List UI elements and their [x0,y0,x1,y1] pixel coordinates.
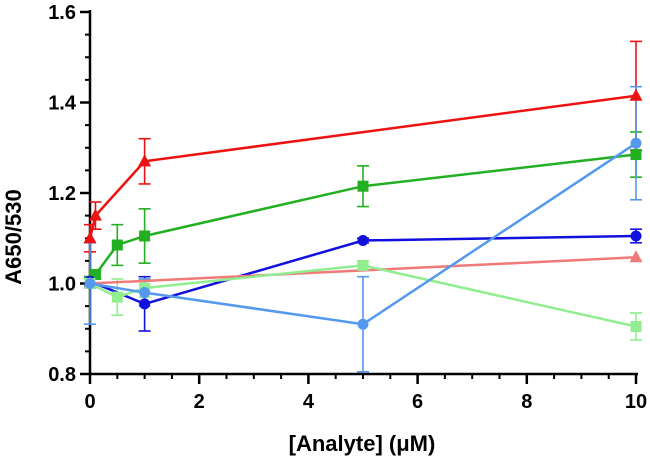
y-tick-label: 0.8 [48,364,76,386]
point-pink [629,250,643,263]
point-blue [139,298,151,310]
point-light-green [111,291,123,303]
point-green [89,268,101,280]
point-light-blue [84,278,96,289]
point-light-green [357,259,369,271]
x-tick-label: 4 [303,391,315,413]
point-light-green [630,320,642,332]
point-light-blue [630,137,642,149]
x-tick-label: 10 [625,391,647,413]
point-green [111,239,123,251]
y-tick-label: 1.4 [48,93,77,115]
point-light-blue [139,287,151,299]
point-red [88,208,102,221]
point-red [629,88,643,101]
y-tick-label: 1.0 [48,274,76,296]
point-light-blue [357,318,369,330]
y-axis-title: A650/530 [1,189,26,284]
x-tick-label: 2 [194,391,205,413]
point-green [139,230,151,242]
point-green [357,180,369,192]
point-blue [630,230,642,242]
point-red [83,231,97,244]
x-tick-label: 8 [521,391,532,413]
x-tick-label: 6 [412,391,423,413]
axes: 0.8 1.0 1.2 1.4 1.6 0 2 4 6 8 10 [48,2,647,413]
point-red [138,154,152,167]
point-green [630,149,642,161]
series-line-red [88,94,637,239]
y-tick-label: 1.6 [48,2,76,24]
point-blue [357,235,369,247]
x-tick-label: 0 [84,391,95,413]
series-markers [83,88,643,332]
y-tick-label: 1.2 [48,183,76,205]
series-line-light-blue [89,142,637,326]
x-axis-title: [Analyte] (μM) [289,431,436,456]
